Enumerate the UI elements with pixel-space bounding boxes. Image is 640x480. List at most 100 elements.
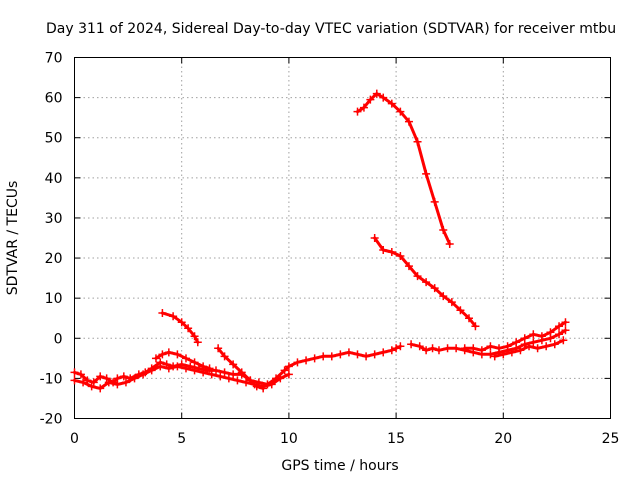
data-point <box>199 362 208 371</box>
data-point <box>190 358 199 367</box>
data-point <box>96 372 105 381</box>
data-point <box>512 338 521 347</box>
y-tick-label: -10 <box>40 371 63 387</box>
data-point <box>310 354 319 363</box>
data-point <box>555 330 564 339</box>
data-point <box>327 352 336 361</box>
data-point <box>193 338 202 347</box>
data-point <box>284 362 293 371</box>
data-point <box>379 246 388 255</box>
data-point <box>379 93 388 102</box>
data-point <box>233 376 242 385</box>
data-point <box>529 330 538 339</box>
y-tick-label: 20 <box>45 251 63 267</box>
data-point <box>490 352 499 361</box>
data-point <box>430 197 439 206</box>
data-point <box>559 336 568 345</box>
data-point <box>242 378 251 387</box>
data-point <box>443 344 452 353</box>
data-point <box>525 342 534 351</box>
data-point <box>456 306 465 315</box>
data-point <box>516 346 525 355</box>
data-point <box>428 344 437 353</box>
series-layer <box>70 89 570 393</box>
data-point <box>139 370 148 379</box>
data-point <box>422 346 431 355</box>
series-decline-14h <box>370 234 480 331</box>
data-point <box>184 324 193 333</box>
x-tick-label: 20 <box>494 431 512 447</box>
data-point <box>396 252 405 261</box>
data-point <box>359 103 368 112</box>
data-point <box>486 350 495 359</box>
data-point <box>173 362 182 371</box>
data-point <box>76 370 85 379</box>
data-point <box>370 350 379 359</box>
data-point <box>214 344 223 353</box>
tick-layer: 0 5 10 15 20 25 -20 -10 0 10 20 30 40 50 60 70 <box>40 51 620 448</box>
data-point <box>89 378 98 387</box>
data-point <box>439 225 448 234</box>
series-segment-5h <box>158 309 202 347</box>
data-point <box>177 318 186 327</box>
data-point <box>169 312 178 321</box>
data-point <box>561 318 570 327</box>
y-tick-label: 0 <box>54 331 63 347</box>
data-point <box>259 384 268 393</box>
data-point <box>319 352 328 361</box>
data-point <box>447 298 456 307</box>
data-point <box>396 107 405 116</box>
data-point <box>413 272 422 281</box>
data-point <box>387 99 396 108</box>
data-point <box>396 342 405 351</box>
data-point <box>469 344 478 353</box>
data-point <box>113 380 122 389</box>
data-point <box>216 372 225 381</box>
y-tick-label: 50 <box>45 131 63 147</box>
data-point <box>387 346 396 355</box>
data-point <box>477 346 486 355</box>
data-point <box>445 240 454 249</box>
series-baseline-d <box>407 326 570 359</box>
data-point <box>246 376 255 385</box>
y-axis-label: SDTVAR / TECUs <box>5 181 21 296</box>
data-point <box>70 376 79 385</box>
data-point <box>181 364 190 373</box>
data-point <box>486 342 495 351</box>
data-point <box>79 378 88 387</box>
data-point <box>537 332 546 341</box>
x-tick-label: 5 <box>177 431 186 447</box>
data-point <box>460 344 469 353</box>
data-point <box>293 358 302 367</box>
data-point <box>362 352 371 361</box>
y-tick-label: -20 <box>40 412 63 428</box>
data-point <box>529 338 538 347</box>
data-point <box>434 346 443 355</box>
data-point <box>561 326 570 335</box>
y-tick-label: 30 <box>45 211 63 227</box>
data-point <box>495 344 504 353</box>
data-point <box>439 292 448 301</box>
data-point <box>190 332 199 341</box>
data-point <box>507 348 516 357</box>
x-axis-label: GPS time / hours <box>281 458 398 474</box>
data-point <box>220 352 229 361</box>
data-point <box>229 370 238 379</box>
data-point <box>181 354 190 363</box>
y-tick-label: 70 <box>45 51 63 67</box>
data-point <box>370 234 379 242</box>
data-point <box>121 378 130 387</box>
data-point <box>173 350 182 359</box>
data-point <box>151 354 160 363</box>
data-point <box>336 350 345 359</box>
x-tick-label: 0 <box>70 431 79 447</box>
data-point <box>422 278 431 287</box>
data-point <box>284 370 293 379</box>
data-point <box>372 89 381 98</box>
series-baseline-e <box>460 318 570 355</box>
y-tick-label: 60 <box>45 91 63 107</box>
data-point <box>520 334 529 343</box>
data-point <box>464 314 473 323</box>
data-point <box>130 374 139 383</box>
data-point <box>237 368 246 377</box>
